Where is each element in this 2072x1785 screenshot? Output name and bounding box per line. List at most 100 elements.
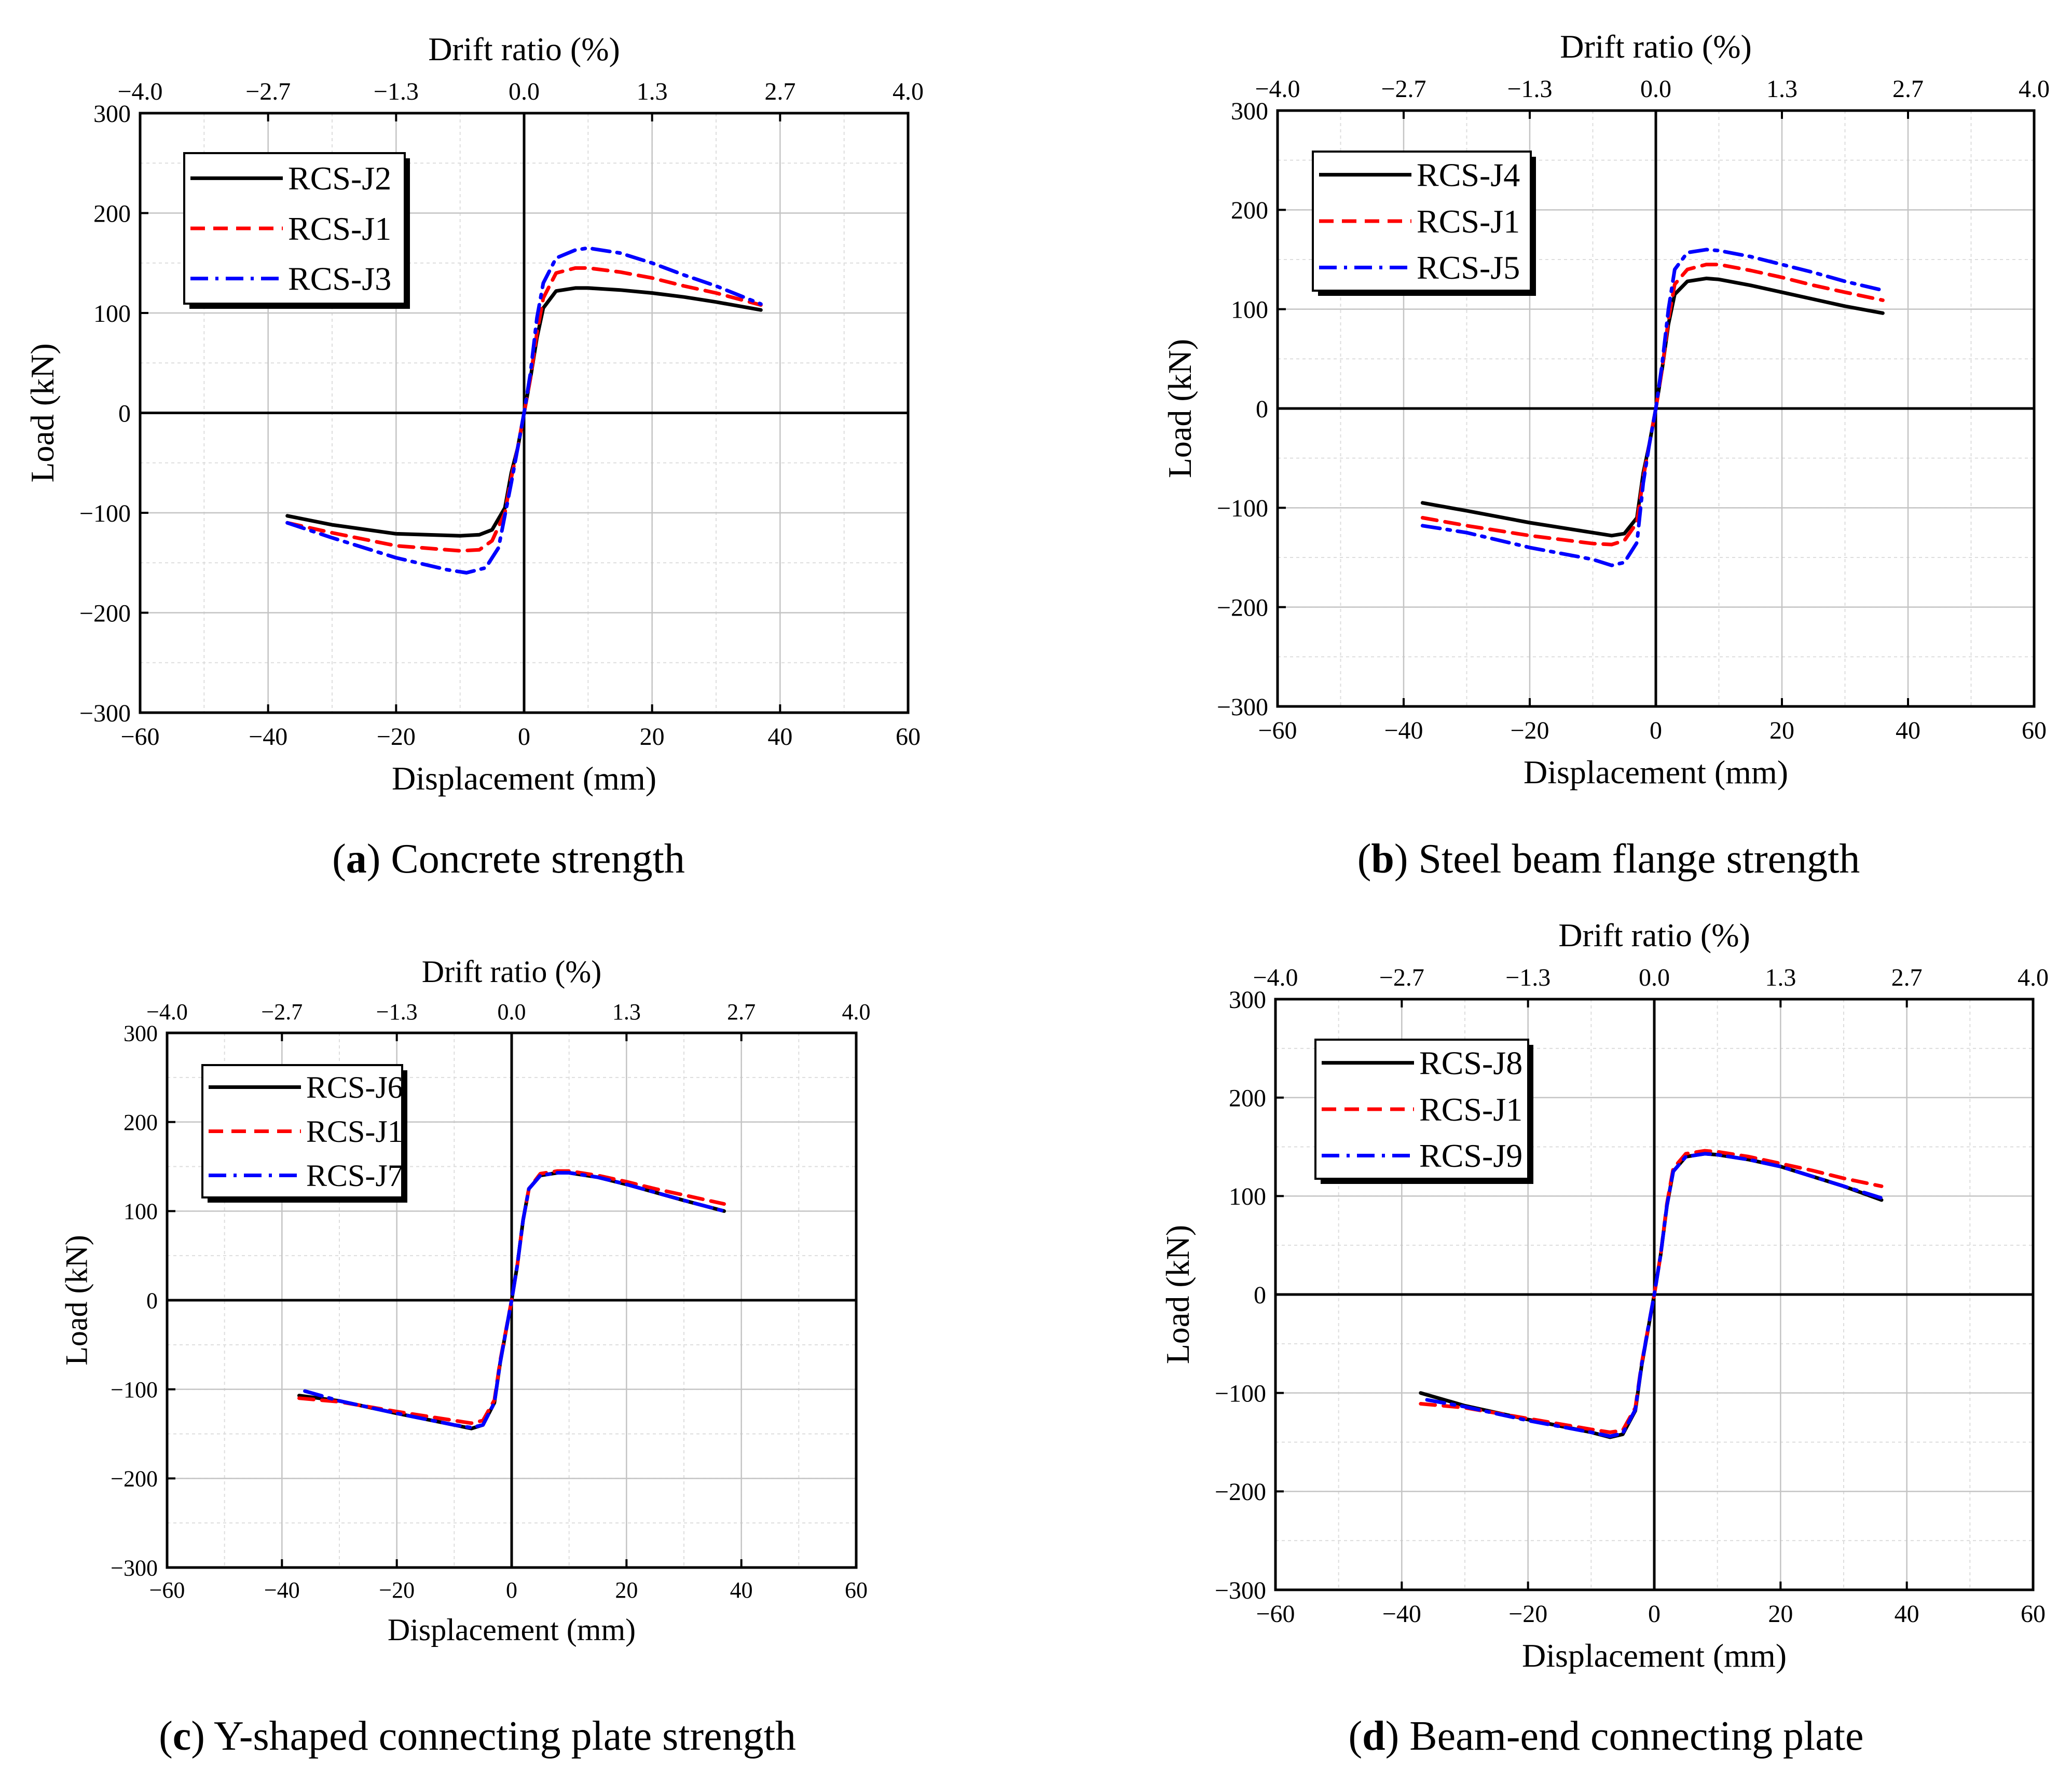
x-tick-label: 60 [2021,1600,2046,1628]
x-tick-label: −60 [1256,1600,1295,1628]
x2-tick-label: −4.0 [1255,75,1300,103]
y-tick-label: 300 [1231,98,1268,125]
caption-c: (c) Y-shaped connecting plate strength [159,1713,796,1759]
x-tick-label: −40 [1382,1600,1421,1628]
x-tick-label: −20 [379,1577,415,1603]
y-tick-label: 100 [1229,1183,1266,1210]
y-tick-label: 0 [1254,1282,1266,1309]
x2-axis-title: Drift ratio (%) [1558,917,1750,953]
x-tick-label: −20 [1510,717,1549,744]
chart-panel-a: −60 −4.0 −40 −2.7 −20 −1.3 0 0.0 20 1.3 40 2.7 60 4.0… [24,31,924,797]
legend-label: RCS-J1 [1417,203,1520,240]
x2-axis-title: Drift ratio (%) [428,31,620,67]
legend-label: RCS-J7 [306,1159,403,1193]
y-tick-label: −100 [79,500,131,527]
y-tick-label: −300 [1215,1577,1266,1604]
series-line-rcs-j3 [285,246,763,575]
y-axis-title: Load (kN) [60,1235,94,1366]
x-tick-label: 40 [730,1577,753,1603]
y-axis-title: Load (kN) [24,343,61,482]
legend-label: RCS-J9 [1419,1137,1522,1174]
caption-d: (d) Beam-end connecting plate [1348,1713,1864,1759]
x2-tick-label: −4.0 [146,999,188,1025]
x-axis-title: Displacement (mm) [1522,1637,1787,1674]
x-tick-label: −40 [249,723,287,751]
x2-tick-label: 2.7 [727,999,756,1025]
x-tick-label: −20 [1508,1600,1547,1628]
series-line-rcs-j9 [1425,1152,1884,1438]
x-axis-title: Displacement (mm) [392,760,656,797]
y-tick-label: 100 [124,1199,158,1224]
x-tick-label: 60 [2022,717,2047,744]
x2-tick-label: −2.7 [245,78,291,105]
legend-label: RCS-J6 [306,1070,403,1105]
x-tick-label: 20 [615,1577,638,1603]
x2-tick-label: 4.0 [893,78,924,105]
legend-label: RCS-J2 [288,160,391,197]
x2-axis-title: Drift ratio (%) [422,955,602,989]
x2-tick-label: −4.0 [117,78,162,105]
y-tick-label: −200 [79,599,131,627]
x2-tick-label: 4.0 [842,999,871,1025]
legend-label: RCS-J3 [288,260,391,297]
series-line-rcs-j1 [1420,263,1885,547]
x2-tick-label: 0.0 [1640,75,1671,103]
y-axis-title: Load (kN) [1161,339,1198,478]
y-tick-label: 200 [124,1110,158,1135]
chart-panel-d: −60 −4.0 −40 −2.7 −20 −1.3 0 0.0 20 1.3 40 2.7 60 4.0… [1159,917,2049,1674]
x2-tick-label: 2.7 [1891,964,1923,991]
x-tick-label: 20 [640,723,665,751]
x-tick-label: 0 [506,1577,517,1603]
x2-tick-label: −1.3 [1507,75,1552,103]
y-tick-label: −200 [111,1466,158,1492]
x2-tick-label: −2.7 [1379,964,1424,991]
legend-label: RCS-J8 [1419,1044,1522,1081]
x2-tick-label: −2.7 [261,999,303,1025]
x-tick-label: 0 [1648,1600,1661,1628]
chart-panel-b: −60 −4.0 −40 −2.7 −20 −1.3 0 0.0 20 1.3 40 2.7 60 4.0… [1161,28,2050,791]
y-tick-label: −100 [111,1377,158,1402]
x2-tick-label: −1.3 [376,999,418,1025]
x-tick-label: 40 [1895,1600,1919,1628]
x2-tick-label: −1.3 [1505,964,1550,991]
series-line-rcs-j5 [1420,248,1885,567]
legend-label: RCS-J1 [306,1114,403,1149]
y-tick-label: 200 [1231,197,1268,224]
x-tick-label: 20 [1769,717,1794,744]
y-tick-label: 100 [1231,296,1268,323]
caption-a: (a) Concrete strength [332,836,685,882]
x-tick-label: −60 [1258,717,1297,744]
x2-tick-label: 2.7 [1892,75,1924,103]
x-tick-label: −40 [264,1577,300,1603]
y-tick-label: 0 [146,1288,158,1313]
y-tick-label: 300 [124,1020,158,1046]
x-tick-label: 0 [1650,717,1662,744]
y-tick-label: 300 [1229,986,1266,1014]
x2-tick-label: −4.0 [1253,964,1298,991]
legend-label: RCS-J4 [1417,156,1520,193]
y-tick-label: 200 [93,200,131,227]
y-tick-label: −100 [1215,1380,1266,1407]
y-tick-label: −300 [111,1555,158,1580]
x2-tick-label: 1.3 [612,999,641,1025]
x-axis-title: Displacement (mm) [388,1613,636,1647]
x-tick-label: 60 [845,1577,868,1603]
y-tick-label: −300 [79,700,131,727]
y-tick-label: −100 [1217,495,1268,522]
x-tick-label: 20 [1768,1600,1793,1628]
x2-tick-label: 4.0 [2019,75,2050,103]
series-line-rcs-j7 [303,1171,726,1429]
legend-label: RCS-J1 [1419,1091,1522,1128]
x-tick-label: −40 [1384,717,1423,744]
y-tick-label: 0 [118,400,131,427]
y-tick-label: 0 [1256,396,1268,423]
x2-tick-label: −1.3 [374,78,419,105]
x-axis-title: Displacement (mm) [1524,754,1788,791]
x-tick-label: −20 [377,723,416,751]
y-tick-label: −200 [1215,1478,1266,1506]
y-tick-label: −300 [1217,693,1268,721]
x-tick-label: −60 [120,723,159,751]
y-tick-label: 100 [93,300,131,328]
x-tick-label: 60 [896,723,921,751]
